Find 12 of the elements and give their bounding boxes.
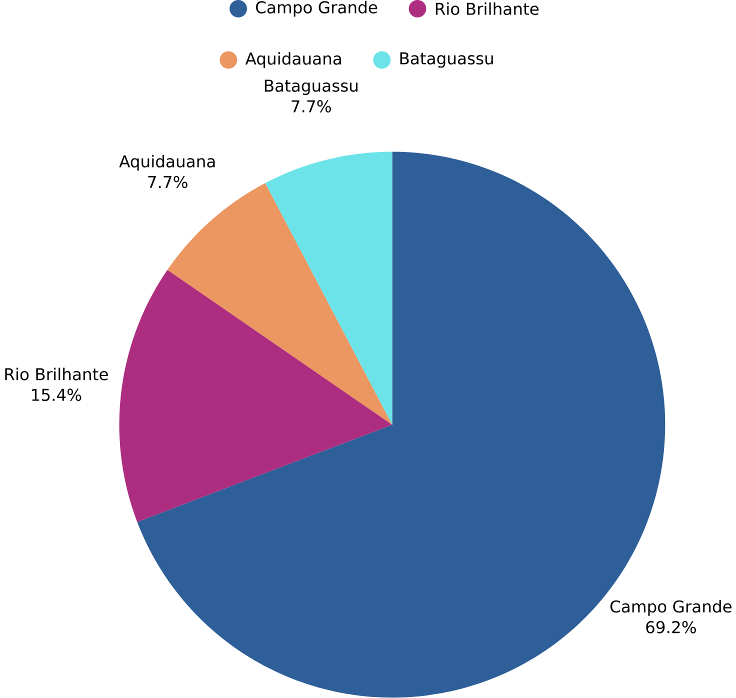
slice-label: Bataguassu <box>264 80 358 96</box>
slice-label: Campo Grande <box>610 600 732 616</box>
legend-label: Aquidauana <box>245 52 341 68</box>
data-label: 15.4% <box>32 388 82 402</box>
slice-label: Aquidauana <box>119 155 215 171</box>
legend-label: Bataguassu <box>400 52 493 68</box>
legend-label: Campo Grande <box>256 1 378 17</box>
data-label: 69.2% <box>646 621 696 634</box>
data-label: 7.7% <box>292 100 331 113</box>
slice-label: Rio Brilhante <box>5 368 108 381</box>
legend-label: Rio Brilhante <box>436 2 539 16</box>
data-label: 7.7% <box>148 176 188 188</box>
